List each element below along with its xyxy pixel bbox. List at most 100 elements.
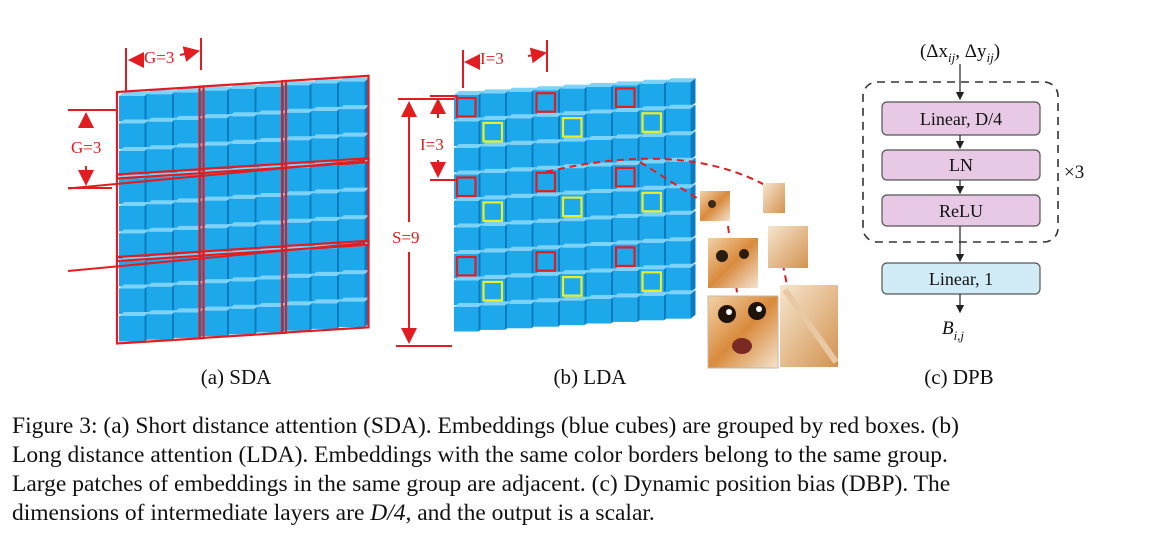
embedding-cube: [311, 189, 342, 219]
lda-red-group-cell: [535, 171, 557, 193]
embedding-cube: [613, 240, 643, 269]
embedding-cube: [560, 137, 590, 167]
embedding-cube: [119, 147, 150, 177]
caption-line-3: Large patches of embeddings in the same …: [12, 471, 951, 497]
embedding-cube: [480, 221, 510, 251]
dpb-ln-block: [881, 149, 1041, 181]
embedding-cube: [533, 245, 563, 274]
embedding-cube: [507, 220, 537, 249]
embedding-cube: [480, 89, 510, 118]
embedding-cube: [560, 84, 590, 114]
embedding-cube: [229, 194, 260, 225]
embedding-cube: [119, 284, 150, 314]
embedding-cube: [613, 213, 643, 243]
dpb-subcaption: (c) DPB: [924, 365, 993, 389]
embedding-cube: [146, 282, 177, 313]
lda-subcaption: (b) LDA: [554, 365, 628, 389]
dpb-panel: (Δxij, Δyij) Linear, D/4 LN ReLU ×3 Line…: [862, 41, 1084, 389]
sda-group-boxes: [67, 74, 370, 345]
embedding-cube: [666, 184, 696, 213]
embedding-cube: [339, 215, 370, 245]
patch-large-2: [780, 285, 839, 367]
embedding-cube: [507, 273, 537, 302]
embedding-cube: [480, 195, 510, 224]
embedding-cube: [586, 162, 616, 191]
caption-line-2: Long distance attention (LDA). Embedding…: [12, 442, 948, 468]
embedding-cube: [201, 86, 232, 117]
embedding-cube: [639, 212, 669, 241]
embedding-cube: [613, 187, 643, 216]
embedding-cube: [533, 192, 563, 221]
embedding-cube: [256, 275, 287, 305]
embedding-cube: [560, 270, 590, 299]
embedding-cube: [311, 299, 342, 329]
embedding-cube: [454, 276, 484, 305]
embedding-cube: [339, 77, 370, 108]
lda-panel: I=3 I=3 S=9: [392, 40, 839, 389]
embedding-cube: [666, 237, 696, 266]
embedding-cube: [454, 303, 484, 332]
dpb-linear-1-block: [881, 262, 1041, 295]
embedding-cube: [586, 268, 616, 297]
embedding-cube: [339, 297, 370, 328]
lda-yellow-group-cell: [561, 116, 583, 138]
embedding-cube: [507, 246, 537, 276]
embedding-cube: [339, 187, 370, 218]
embedding-cube: [454, 197, 484, 226]
embedding-cube: [119, 92, 150, 122]
lda-red-group-cell: [455, 176, 477, 198]
embedding-cube: [201, 279, 232, 309]
lda-red-group-cell: [614, 87, 636, 109]
lda-span-label: S=9: [392, 228, 420, 247]
embedding-cube: [311, 106, 342, 137]
embedding-cube: [533, 139, 563, 168]
embedding-cube: [666, 104, 696, 134]
dpb-output-label: Bi,j: [942, 318, 964, 343]
embedding-cube: [229, 84, 260, 115]
lda-yellow-group-cell: [641, 271, 663, 292]
lda-left-dimension: [430, 95, 458, 181]
embedding-cube: [586, 109, 616, 138]
dpb-input-label: (Δxij, Δyij): [920, 41, 1000, 65]
embedding-cube: [639, 238, 669, 268]
lda-top-label: I=3: [480, 49, 504, 68]
embedding-cube: [586, 242, 616, 271]
embedding-cube: [284, 301, 315, 331]
sda-left-dimension: [68, 109, 116, 189]
embedding-cube: [560, 243, 590, 273]
sda-top-label: G=3: [144, 48, 174, 67]
embedding-cube: [507, 193, 537, 223]
dpb-ln-label: LN: [949, 155, 973, 175]
patch-small-1: [700, 191, 730, 221]
embedding-cube: [586, 189, 616, 218]
embedding-cube: [119, 312, 150, 342]
embedding-cube: [666, 78, 696, 107]
embedding-cube: [560, 296, 590, 326]
dpb-relu-block: [881, 194, 1041, 227]
sda-subcaption: (a) SDA: [201, 365, 272, 389]
embedding-cube: [339, 105, 370, 135]
figure-3-illustration: G=3 G=3 (a) SDA I=3 I=3: [67, 38, 1084, 389]
embedding-cube: [454, 250, 484, 279]
embedding-cube: [533, 218, 563, 248]
embedding-cube: [480, 301, 510, 330]
embedding-cube: [201, 306, 232, 337]
patch-small-2: [763, 183, 785, 213]
embedding-cube: [229, 277, 260, 307]
embedding-cube: [480, 142, 510, 171]
dpb-linear-d4-block: [881, 101, 1041, 136]
lda-yellow-group-cell: [561, 276, 583, 297]
embedding-cube: [613, 107, 643, 137]
sda-embedding-cubes: [119, 77, 370, 342]
embedding-cube: [454, 117, 484, 146]
lda-top-dimension: [462, 40, 548, 88]
lda-yellow-group-cell: [561, 196, 583, 218]
embedding-cube: [480, 115, 510, 145]
embedding-cube: [480, 248, 510, 277]
embedding-cube: [533, 86, 563, 115]
dpb-linear-d4-label: Linear, D/4: [920, 109, 1002, 129]
embedding-cube: [507, 167, 537, 196]
embedding-cube: [229, 304, 260, 335]
embedding-cube: [613, 266, 643, 296]
lda-yellow-group-cell: [641, 191, 663, 213]
